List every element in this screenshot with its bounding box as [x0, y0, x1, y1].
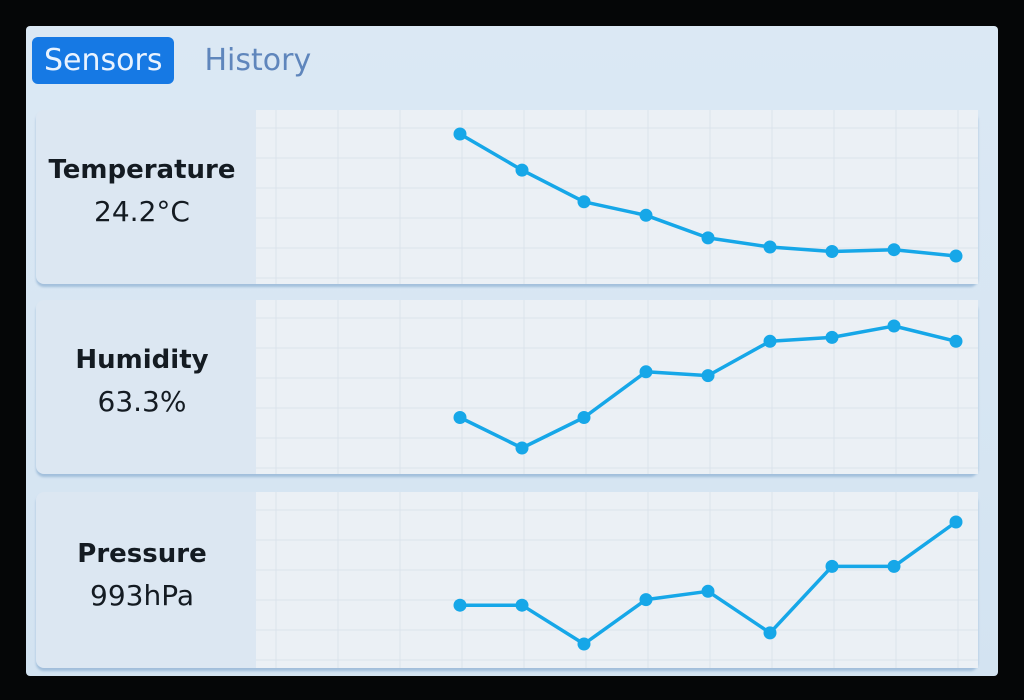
chart-background	[256, 300, 978, 474]
data-point	[763, 240, 777, 254]
sensor-value: 993hPa	[90, 579, 194, 612]
sensor-card-temperature: Temperature 24.2°C	[36, 110, 978, 284]
sensor-value: 63.3%	[97, 385, 187, 418]
data-point	[949, 334, 963, 348]
tab-sensors[interactable]: Sensors	[32, 36, 175, 84]
sensor-name: Pressure	[77, 539, 207, 569]
data-point	[701, 584, 715, 598]
data-point	[639, 365, 653, 379]
data-point	[887, 559, 901, 573]
data-point	[887, 243, 901, 257]
data-point	[763, 334, 777, 348]
data-point	[453, 127, 467, 141]
data-point	[887, 319, 901, 333]
sensor-chart	[256, 300, 978, 474]
data-point	[825, 245, 839, 258]
tab-history[interactable]: History	[204, 42, 312, 78]
sensor-value: 24.2°C	[94, 195, 190, 228]
data-point	[453, 411, 467, 424]
data-point	[701, 369, 715, 383]
data-point	[949, 515, 963, 529]
data-point	[701, 231, 715, 245]
tab-bar: Sensors History	[32, 32, 323, 88]
data-point	[453, 598, 467, 612]
chart-background	[256, 492, 978, 668]
data-point	[639, 593, 653, 607]
data-point	[577, 637, 591, 651]
data-point	[515, 598, 529, 612]
data-point	[577, 195, 591, 209]
chart-background	[256, 110, 978, 284]
sensor-label-group: Temperature 24.2°C	[36, 155, 248, 228]
data-point	[515, 441, 529, 455]
sensor-label-group: Humidity 63.3%	[36, 345, 248, 418]
data-point	[825, 559, 839, 573]
data-point	[949, 249, 963, 263]
data-point	[763, 626, 777, 640]
sensor-dashboard-screen: Sensors History Temperature 24.2°C Humid…	[26, 26, 998, 676]
data-point	[639, 208, 653, 222]
data-point	[577, 411, 591, 424]
data-point	[825, 330, 839, 344]
sensor-label-group: Pressure 993hPa	[36, 539, 248, 612]
sensor-name: Humidity	[75, 345, 209, 375]
data-point	[515, 163, 529, 177]
sensor-name: Temperature	[48, 155, 236, 185]
sensor-card-humidity: Humidity 63.3%	[36, 300, 978, 474]
sensor-chart	[256, 110, 978, 284]
sensor-card-pressure: Pressure 993hPa	[36, 492, 978, 668]
sensor-chart	[256, 492, 978, 668]
